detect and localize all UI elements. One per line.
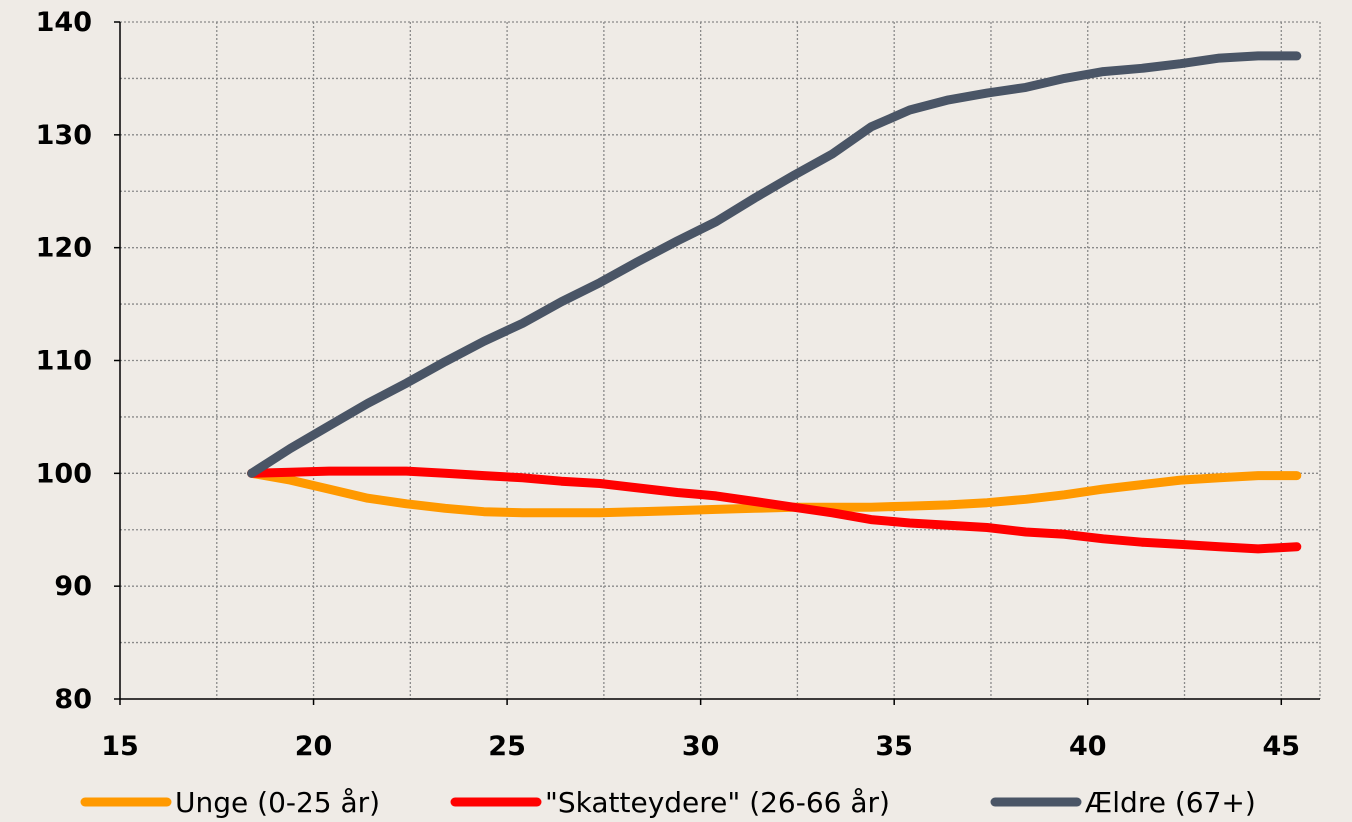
- y-tick-label: 90: [54, 571, 92, 602]
- y-tick-label: 110: [36, 346, 92, 377]
- series-lines: [247, 51, 1302, 554]
- legend: Unge (0-25 år) "Skatteydere" (26-66 år) Æl…: [80, 786, 1256, 819]
- x-axis-ticks: 15 20 25 30 35 40 45: [101, 699, 1300, 762]
- x-tick-label: 40: [1069, 731, 1107, 762]
- series-line-3: [247, 51, 1302, 478]
- y-tick-label: 140: [36, 7, 92, 38]
- y-tick-label: 130: [36, 120, 92, 151]
- grid-lines: [120, 21, 1321, 699]
- x-tick-label: 45: [1263, 731, 1301, 762]
- y-axis-ticks: 80 90 100 110 120 130 140: [36, 7, 120, 715]
- legend-label-1: Unge (0-25 år): [175, 786, 380, 819]
- x-tick-label: 30: [682, 731, 720, 762]
- x-tick-label: 20: [295, 731, 333, 762]
- series-line-2: [247, 466, 1302, 554]
- x-tick-label: 35: [875, 731, 913, 762]
- y-tick-label: 120: [36, 233, 92, 264]
- y-tick-label: 80: [54, 684, 92, 715]
- legend-label-2: "Skatteydere" (26-66 år): [545, 786, 890, 819]
- legend-label-3: Ældre (67+): [1085, 786, 1256, 819]
- x-tick-label: 25: [488, 731, 526, 762]
- x-tick-label: 15: [101, 731, 139, 762]
- y-tick-label: 100: [36, 458, 92, 489]
